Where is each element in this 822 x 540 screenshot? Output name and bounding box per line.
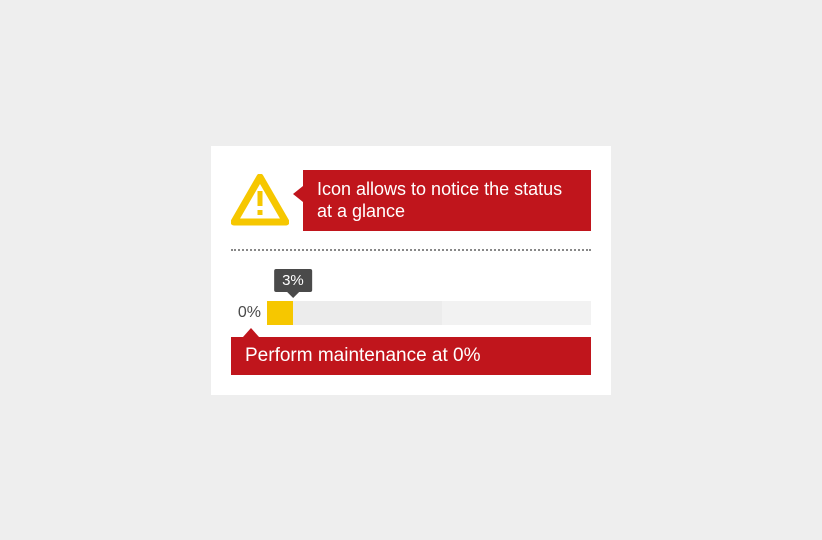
dotted-divider <box>231 249 591 251</box>
callout-arrow-up-icon <box>243 328 259 337</box>
progress-section: 0% 3% Perform maintenance at 0% <box>231 269 591 375</box>
status-card: Icon allows to notice the status at a gl… <box>211 146 611 395</box>
tooltip-value: 3% <box>282 272 304 289</box>
top-callout: Icon allows to notice the status at a gl… <box>303 170 591 231</box>
callout-arrow-left-icon <box>293 186 303 202</box>
top-row: Icon allows to notice the status at a gl… <box>231 170 591 231</box>
warning-triangle-icon <box>231 174 289 226</box>
progress-bar-track: 3% <box>267 301 591 325</box>
progress-bar-track-segment <box>293 301 442 325</box>
top-callout-text: Icon allows to notice the status at a gl… <box>317 179 562 222</box>
progress-bar-track-segment <box>442 301 591 325</box>
progress-row: 0% 3% <box>231 301 591 325</box>
progress-tooltip: 3% <box>274 269 312 292</box>
zero-percent-label: 0% <box>231 304 261 322</box>
progress-bar-fill <box>267 301 293 325</box>
bottom-callout-text: Perform maintenance at 0% <box>245 345 481 366</box>
bottom-callout: Perform maintenance at 0% <box>231 337 591 375</box>
